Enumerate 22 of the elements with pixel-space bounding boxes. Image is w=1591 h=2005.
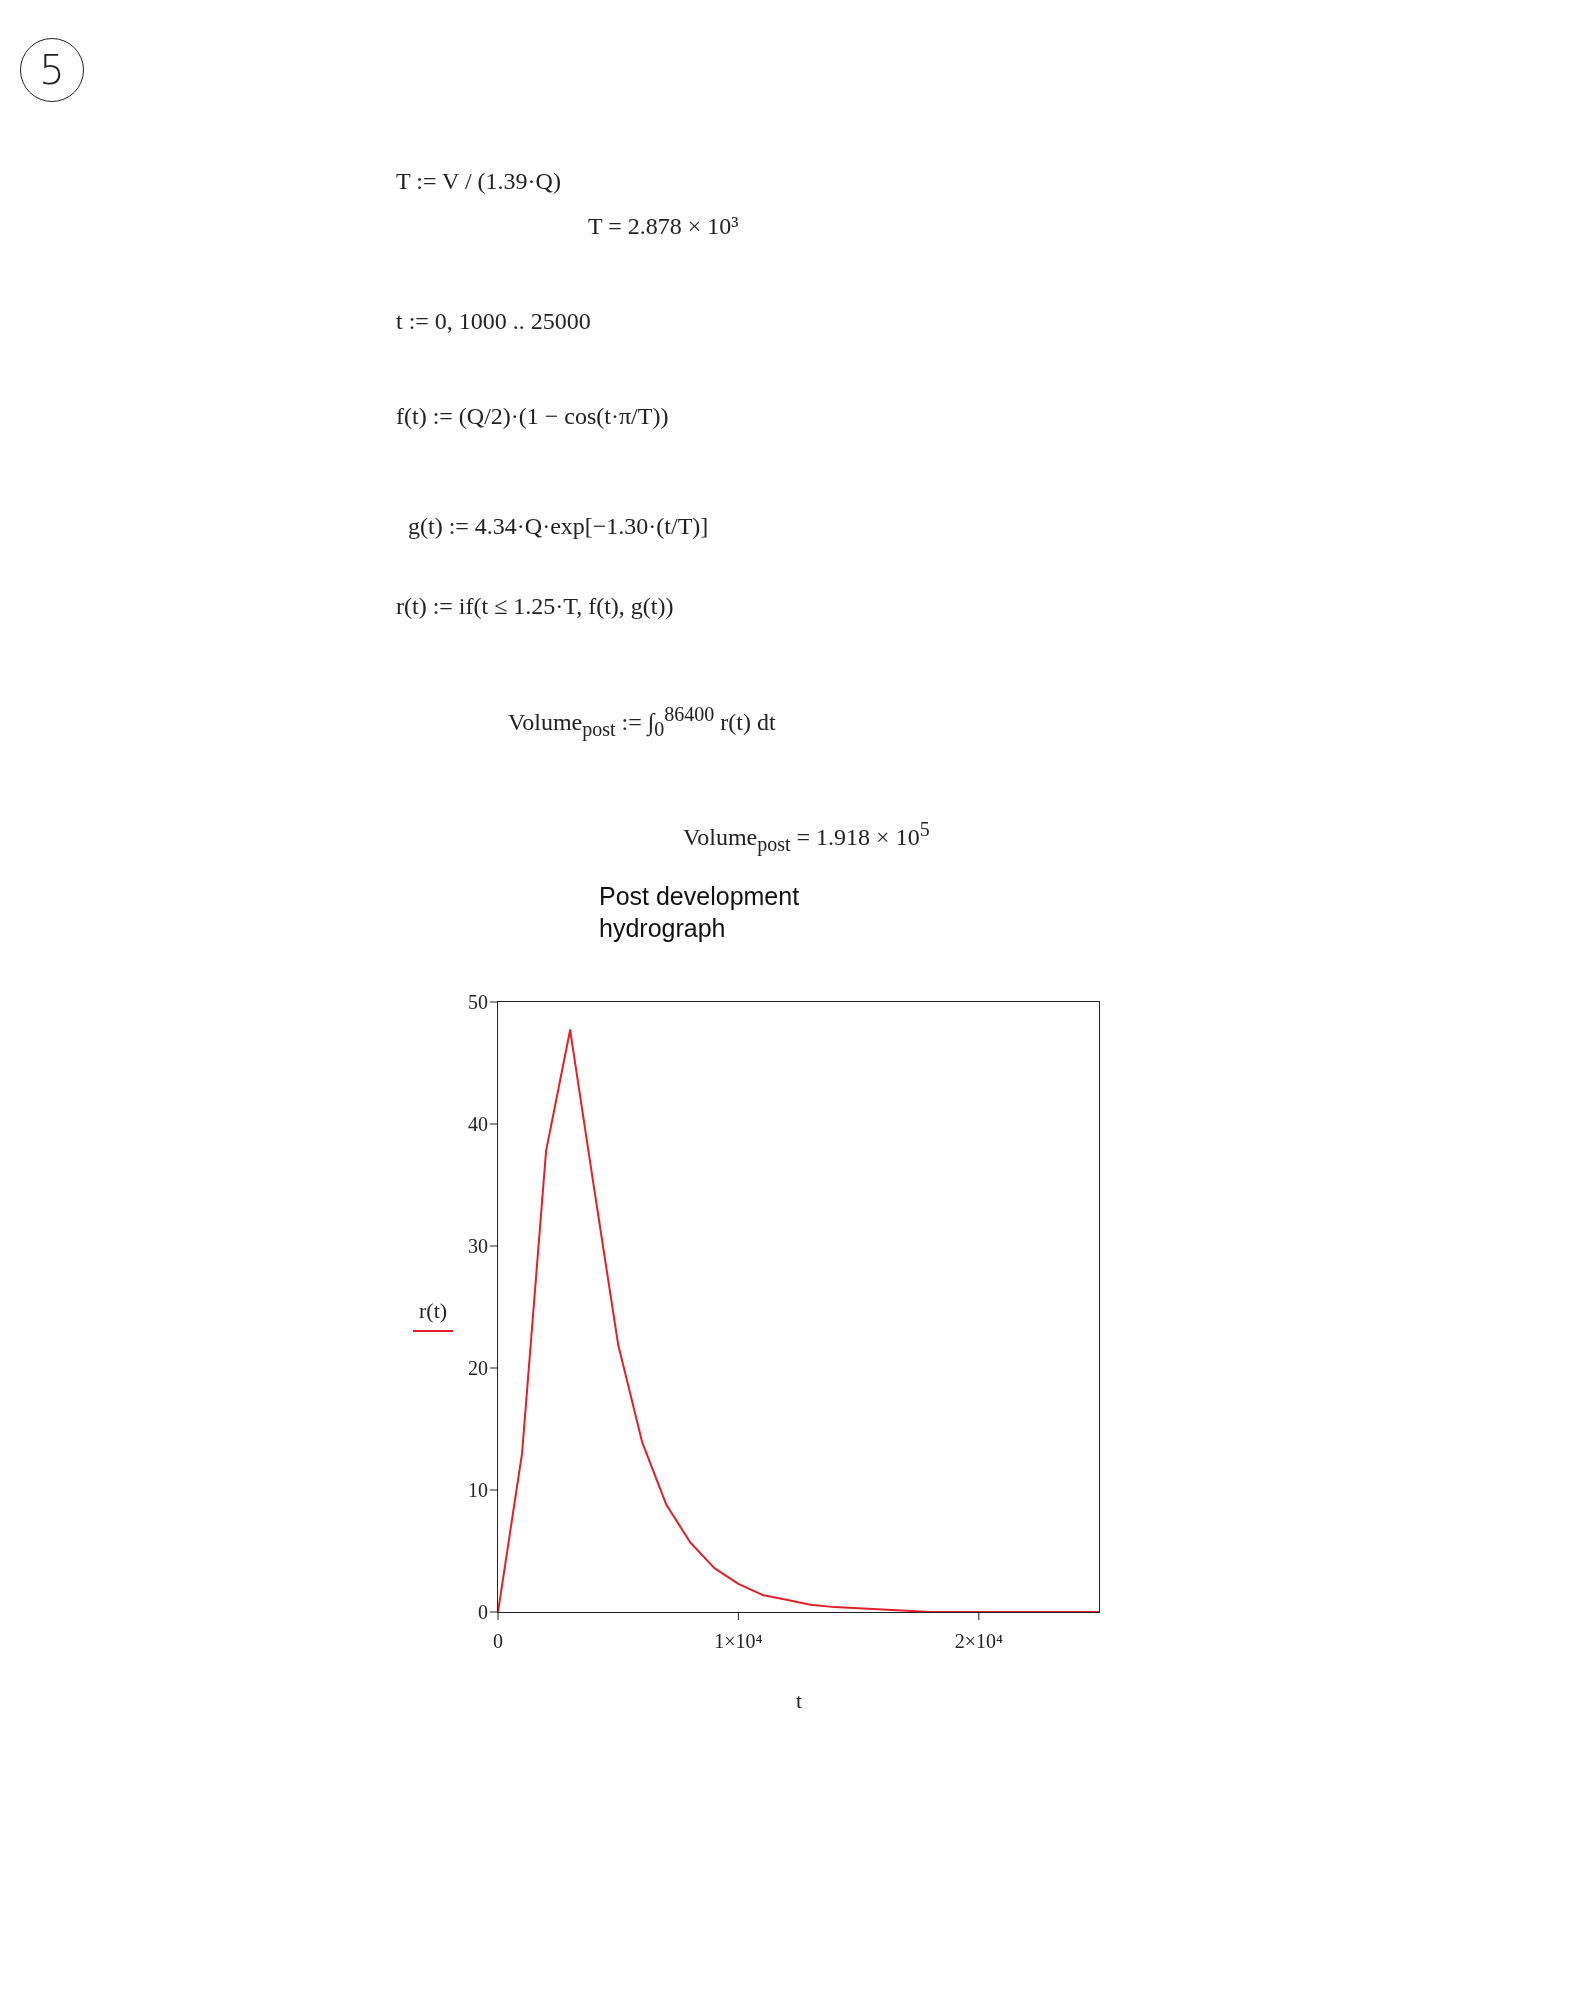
y-axis-title: r(t) bbox=[413, 1298, 454, 1332]
text: r(t) := if(t ≤ 1.25·T, f(t), g(t)) bbox=[396, 593, 674, 620]
chart-title: Post development hydrograph bbox=[599, 881, 801, 944]
text: 5 bbox=[39, 47, 65, 93]
y-tick-label: 0 bbox=[478, 1601, 488, 1624]
text: T = 2.878 × 10³ bbox=[588, 213, 739, 240]
y-tick-label: 30 bbox=[468, 1235, 488, 1258]
text: 5 bbox=[919, 818, 930, 840]
text: g(t) := 4.34·Q·exp[−1.30·(t/T)] bbox=[408, 513, 709, 540]
text: Volume$_{post}$ := ∫$_{0}$$^{86400}$ r(t) dt bbox=[508, 703, 776, 741]
text: f(t) := (Q/2)·(1 − cos(t·π/T)) bbox=[396, 403, 669, 430]
y-tick-label: 50 bbox=[468, 991, 488, 1014]
x-tick-label: 0 bbox=[493, 1630, 503, 1653]
y-tick-label: 20 bbox=[468, 1357, 488, 1380]
text: Volume$_{post}$ = 1.918 × 10 bbox=[683, 824, 920, 855]
x-tick-label: 2×10⁴ bbox=[954, 1630, 1003, 1653]
text: T := V / (1.39·Q) bbox=[396, 168, 561, 195]
y-tick-label: 10 bbox=[468, 1479, 488, 1502]
text: t := 0, 1000 .. 25000 bbox=[396, 308, 591, 335]
x-tick-label: 1×10⁴ bbox=[714, 1630, 763, 1653]
x-axis-title: t bbox=[796, 1688, 803, 1714]
y-tick-label: 40 bbox=[468, 1113, 488, 1136]
